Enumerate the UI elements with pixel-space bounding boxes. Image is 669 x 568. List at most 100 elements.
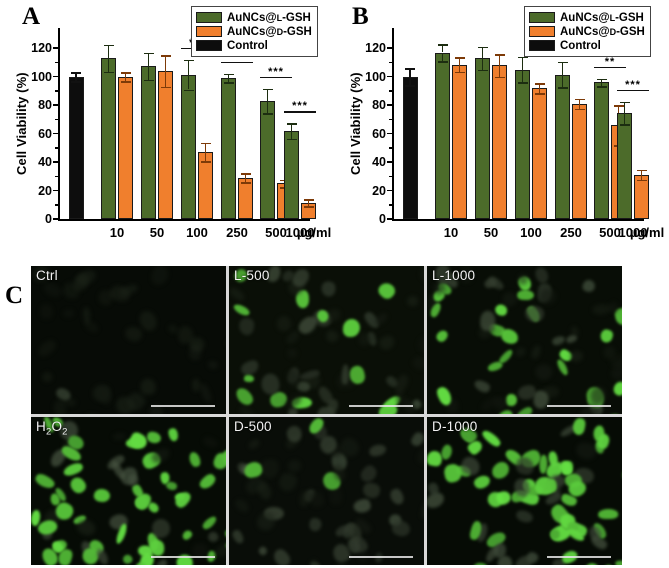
error-bar-down — [538, 88, 541, 94]
scale-bar — [151, 555, 215, 558]
bar-l-gsh-1000 — [284, 130, 299, 219]
y-tick-label: 80 — [38, 98, 52, 113]
error-bar-up — [124, 72, 127, 77]
y-tick-minor — [55, 90, 58, 92]
bar-d-gsh-250 — [238, 177, 253, 219]
bar-l-gsh-100 — [515, 69, 530, 219]
error-bar-up — [307, 199, 310, 203]
y-tick-minor — [389, 90, 392, 92]
error-bar-cap — [303, 206, 314, 208]
x-tick-label: 250 — [560, 225, 582, 240]
y-tick — [387, 161, 392, 163]
y-tick-label: 100 — [31, 69, 52, 84]
y-axis-line — [58, 28, 60, 219]
y-tick-label: 120 — [365, 41, 386, 56]
micrograph-label-l-500: L-500 — [234, 268, 270, 283]
bar-l-gsh-100 — [181, 74, 196, 219]
error-bar-up — [600, 78, 603, 83]
error-bar-down — [290, 130, 293, 139]
bar-l-gsh-500 — [594, 82, 609, 219]
bar-l-gsh-10 — [435, 52, 450, 219]
error-bar-cap — [477, 69, 488, 72]
y-tick — [387, 47, 392, 49]
error-bar-down — [521, 69, 524, 83]
y-tick-label: 0 — [379, 212, 386, 226]
significance-line — [284, 110, 316, 113]
cell-field — [229, 266, 424, 414]
error-bar-up — [561, 61, 564, 75]
y-tick — [53, 75, 58, 78]
error-bar-down — [124, 76, 127, 81]
bar-d-gsh-250 — [572, 103, 587, 219]
error-bar-up — [187, 59, 190, 75]
bar-l-gsh-10 — [101, 58, 116, 219]
x-tick-label: 100 — [520, 225, 542, 240]
error-bar-cap — [240, 182, 251, 184]
micrograph-h2o2: H2O2 — [31, 417, 226, 565]
error-bar-cap — [405, 68, 415, 70]
legend-swatch-control — [529, 40, 555, 51]
x-tick-label: 50 — [149, 225, 165, 240]
error-bar-up — [578, 98, 581, 104]
bar-l-gsh-500 — [260, 100, 275, 219]
micrograph-ctrl: Ctrl — [31, 266, 226, 414]
x-tick-label: 10 — [443, 225, 459, 240]
y-tick-label: 60 — [372, 126, 386, 141]
bar-d-gsh-10 — [118, 76, 133, 219]
error-bar-down — [600, 82, 603, 86]
legend-item-d-gsh: AuNCs@D-GSH — [196, 25, 312, 38]
y-tick-minor — [55, 147, 58, 149]
error-bar-cap — [454, 57, 465, 60]
y-tick — [387, 104, 392, 106]
y-tick — [53, 189, 58, 192]
y-tick-label: 20 — [38, 183, 52, 198]
micrograph-label-d-500: D-500 — [234, 419, 272, 434]
y-tick-minor — [389, 147, 392, 149]
error-bar-cap — [103, 71, 114, 74]
significance-stars: *** — [625, 78, 641, 91]
bar-d-gsh-10 — [452, 64, 467, 219]
micrograph-label-l-1000: L-1000 — [432, 268, 476, 283]
error-bar-cap — [71, 72, 81, 75]
error-bar-cap — [574, 108, 585, 111]
legend-label-control: Control — [227, 39, 268, 52]
scale-bar — [349, 555, 413, 558]
error-bar-cap — [596, 85, 607, 88]
error-bar-cap — [405, 85, 415, 87]
error-bar-cap — [574, 98, 585, 101]
error-bar-down — [307, 202, 310, 207]
x-tick-label: 10 — [109, 225, 125, 240]
error-bar-cap — [613, 105, 624, 107]
error-bar-up — [538, 83, 541, 89]
scale-bar — [547, 404, 611, 407]
bar-l-gsh-250 — [555, 74, 570, 219]
significance-line — [594, 66, 626, 69]
legend-item-l-gsh: AuNCs@L-GSH — [196, 11, 312, 24]
error-bar-cap — [619, 124, 630, 126]
error-bar-cap — [557, 61, 568, 64]
error-bar-cap — [619, 101, 630, 104]
significance-line — [617, 89, 649, 92]
micrograph-d-500: D-500 — [229, 417, 424, 565]
chart-panel-b: Cell Viability (%) 0 20 40 60 80 100 120 10 50 100… — [334, 0, 669, 262]
error-bar-down — [498, 65, 501, 77]
bar-d-gsh-1000 — [634, 174, 649, 219]
error-bar-cap — [160, 86, 171, 89]
y-tick — [387, 218, 392, 220]
error-bar-down — [244, 177, 247, 182]
x-axis-units: µg/ml — [630, 225, 665, 240]
error-bar-cap — [223, 82, 234, 84]
y-tick-minor — [389, 61, 392, 64]
legend-item-l-gsh: AuNCs@L-GSH — [529, 11, 645, 24]
micrograph-l-500: L-500 — [229, 266, 424, 414]
chart-legend: AuNCs@L-GSH AuNCs@D-GSH Control — [524, 6, 651, 57]
y-tick — [53, 47, 58, 49]
error-bar-cap — [517, 82, 528, 84]
error-bar-up — [164, 55, 167, 71]
legend-item-control: Control — [196, 39, 312, 52]
cell-field — [31, 266, 226, 414]
micrograph-label-h2o2: H2O2 — [36, 419, 68, 438]
error-bar-down — [266, 100, 269, 113]
error-bar-up — [266, 88, 269, 101]
x-axis-line — [392, 219, 644, 221]
